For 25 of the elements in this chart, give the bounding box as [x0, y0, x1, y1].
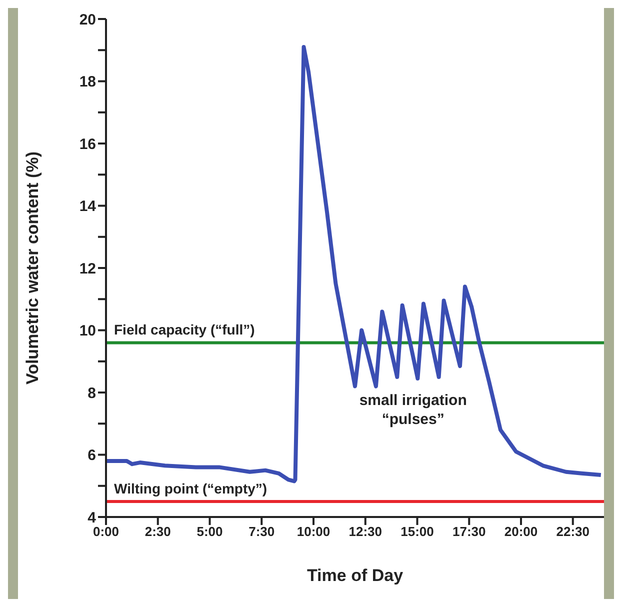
y-tick-label: 12	[79, 260, 96, 278]
x-tick-label: 15:00	[400, 524, 434, 540]
x-tick-label: 17:30	[452, 524, 486, 540]
y-tick-label: 20	[79, 11, 96, 28]
y-tick-label: 6	[88, 447, 96, 464]
y-axis-title: Volumetric water content (%)	[23, 152, 42, 384]
ref-line-label: Wilting point (“empty”)	[114, 480, 268, 496]
annotation: small irrigation “pulses”	[359, 392, 467, 428]
y-tick-label: 10	[79, 322, 96, 340]
line-series	[106, 45, 603, 484]
y-tick-label: 18	[79, 74, 96, 91]
x-tick-label: 20:00	[504, 524, 538, 540]
x-tick-label: 22:30	[556, 524, 590, 540]
ref-line-label: Field capacity (“full”)	[114, 322, 255, 338]
x-axis-title: Time of Day	[306, 566, 404, 585]
x-tick-label: 12:30	[348, 524, 382, 540]
y-tick-label: 4	[88, 509, 97, 526]
x-tick-label: 7:30	[248, 524, 275, 540]
x-tick-label: 2:30	[144, 524, 171, 540]
x-tick-label: 0:00	[92, 524, 120, 540]
x-tick-label: 10:00	[296, 524, 330, 540]
y-tick-label: 16	[79, 136, 96, 153]
y-tick-label: 8	[88, 384, 96, 402]
y-tick-label: 14	[79, 198, 97, 216]
x-tick-label: 5:00	[196, 524, 223, 540]
